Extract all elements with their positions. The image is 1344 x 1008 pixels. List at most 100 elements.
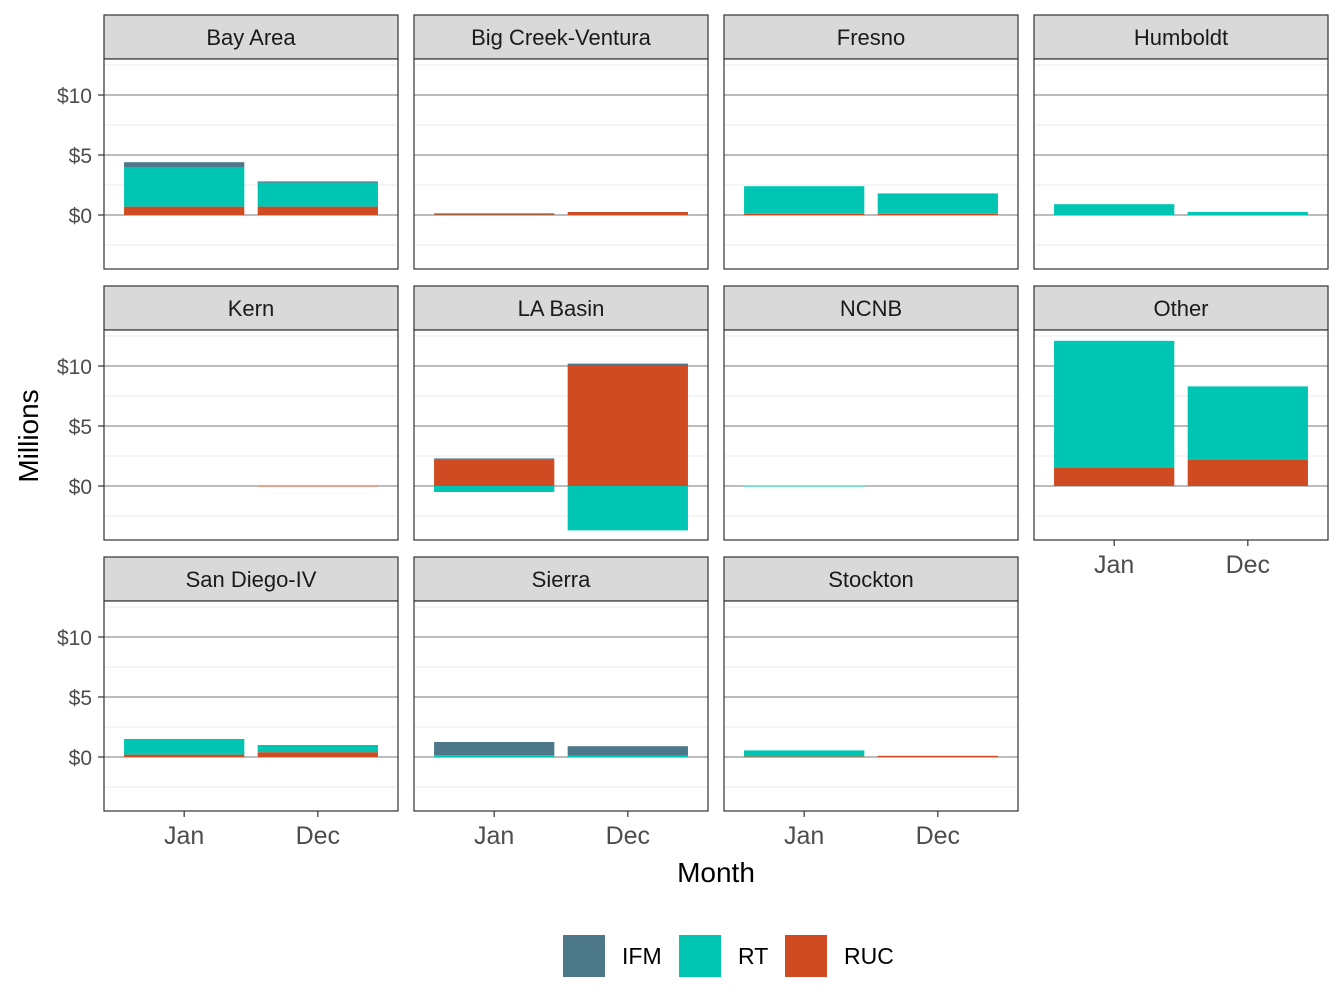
facet-sierra: Sierra Jan Dec <box>413 556 709 850</box>
facet-strip-label: Big Creek-Ventura <box>471 25 652 50</box>
bar-ruc-jan <box>434 459 555 486</box>
panel-border <box>413 58 709 270</box>
facet-strip-label: Fresno <box>837 25 905 50</box>
bar-rt-jan <box>434 486 555 492</box>
y-tick-label: $10 <box>57 356 92 379</box>
y-tick-label: $0 <box>69 476 92 499</box>
facet-kern: Kern $0 $5 $10 <box>57 285 399 541</box>
facet-strip-label: Humboldt <box>1134 25 1228 50</box>
x-tick-label: Jan <box>784 822 824 850</box>
facet-strip-label: Stockton <box>828 567 914 592</box>
facet-strip <box>1033 285 1329 331</box>
bar-rt-jan <box>434 755 555 757</box>
facet-strip <box>723 14 1019 60</box>
facet-la-basin: LA Basin <box>413 285 709 541</box>
bar-rt-dec <box>567 486 688 531</box>
facet-strip <box>723 285 1019 331</box>
panel-border <box>723 58 1019 270</box>
facet-strip <box>103 14 399 60</box>
x-axis-title: Month <box>677 857 755 888</box>
bar-ifm-jan <box>434 458 555 460</box>
bar-ifm-jan <box>124 162 245 167</box>
x-tick-label: Dec <box>296 822 340 850</box>
facet-strip <box>1033 14 1329 60</box>
bar-rt-dec <box>1187 212 1308 215</box>
bar-ifm-jan <box>434 742 555 756</box>
facet-bay-area: Bay Area $0 $5 $10 <box>57 14 399 270</box>
panel-background <box>724 59 1018 269</box>
x-tick-label: Jan <box>1094 551 1134 579</box>
panel-border <box>413 329 709 541</box>
panel-border <box>1033 329 1329 541</box>
bar-ifm-dec <box>257 181 378 183</box>
legend-swatch <box>563 935 605 977</box>
bar-rt-jan <box>124 167 245 207</box>
y-tick-label: $5 <box>69 416 92 439</box>
bar-rt-dec <box>257 745 378 753</box>
legend-label: IFM <box>622 943 662 969</box>
bar-rt-jan <box>434 213 555 215</box>
y-tick-label: $5 <box>69 687 92 710</box>
facet-big-creek-ventura: Big Creek-Ventura <box>413 14 709 270</box>
facet-strip-label: LA Basin <box>518 296 605 321</box>
panel-border <box>103 600 399 812</box>
x-tick-label: Dec <box>1226 551 1270 579</box>
facet-panels: Bay Area $0 $5 $10 Big Creek-Ventura Fresno Hu… <box>57 14 1329 850</box>
panel-border <box>103 58 399 270</box>
panel-background <box>104 601 398 811</box>
bar-ruc-jan <box>744 213 865 215</box>
facet-strip-label: Other <box>1153 296 1208 321</box>
bar-ruc-jan <box>744 756 865 758</box>
facet-san-diego-iv: San Diego-IV $0 $5 $10 Jan Dec <box>57 556 399 850</box>
panel-background <box>104 330 398 540</box>
y-tick-label: $0 <box>69 205 92 228</box>
bar-ruc-dec <box>257 752 378 757</box>
bar-rt-jan <box>744 485 865 487</box>
y-tick-label: $10 <box>57 627 92 650</box>
bar-rt-jan <box>1054 340 1175 468</box>
bar-ruc-jan <box>124 206 245 215</box>
bar-ruc-dec <box>257 206 378 215</box>
bar-ruc-dec <box>257 485 378 487</box>
bar-ruc-jan <box>1054 468 1175 486</box>
panel-background <box>414 601 708 811</box>
panel-background <box>724 601 1018 811</box>
legend-item-ifm: IFM <box>563 935 662 977</box>
y-tick-label: $5 <box>69 145 92 168</box>
legend-label: RT <box>738 943 768 969</box>
facet-ncnb: NCNB <box>723 285 1019 541</box>
panel-border <box>413 600 709 812</box>
facet-strip <box>103 285 399 331</box>
legend-label: RUC <box>844 943 894 969</box>
facet-strip <box>723 556 1019 602</box>
bar-ruc-dec <box>1187 459 1308 486</box>
panel-border <box>103 329 399 541</box>
facet-other: Other Jan Dec <box>1033 285 1329 579</box>
bar-ruc-dec <box>567 366 688 486</box>
bar-rt-dec <box>567 755 688 757</box>
bar-ruc-jan <box>434 213 555 215</box>
legend-swatch <box>679 935 721 977</box>
bar-rt-jan <box>124 739 245 755</box>
panel-background <box>1034 59 1328 269</box>
bar-ruc-dec <box>567 212 688 215</box>
bar-rt-dec <box>257 182 378 207</box>
x-tick-label: Jan <box>164 822 204 850</box>
y-tick-label: $0 <box>69 747 92 770</box>
facet-strip <box>103 556 399 602</box>
bar-rt-jan <box>744 750 865 757</box>
x-tick-label: Dec <box>606 822 650 850</box>
facet-strip-label: Kern <box>228 296 274 321</box>
bar-ifm-dec <box>567 363 688 366</box>
x-tick-label: Dec <box>916 822 960 850</box>
legend-swatch <box>785 935 827 977</box>
bar-rt-jan <box>1054 204 1175 215</box>
legend-item-rt: RT <box>679 935 768 977</box>
facet-fresno: Fresno <box>723 14 1019 270</box>
y-tick-label: $10 <box>57 85 92 108</box>
bar-ruc-dec <box>877 755 998 757</box>
bar-rt-dec <box>877 193 998 214</box>
x-tick-label: Jan <box>474 822 514 850</box>
bar-ruc-jan <box>124 754 245 757</box>
